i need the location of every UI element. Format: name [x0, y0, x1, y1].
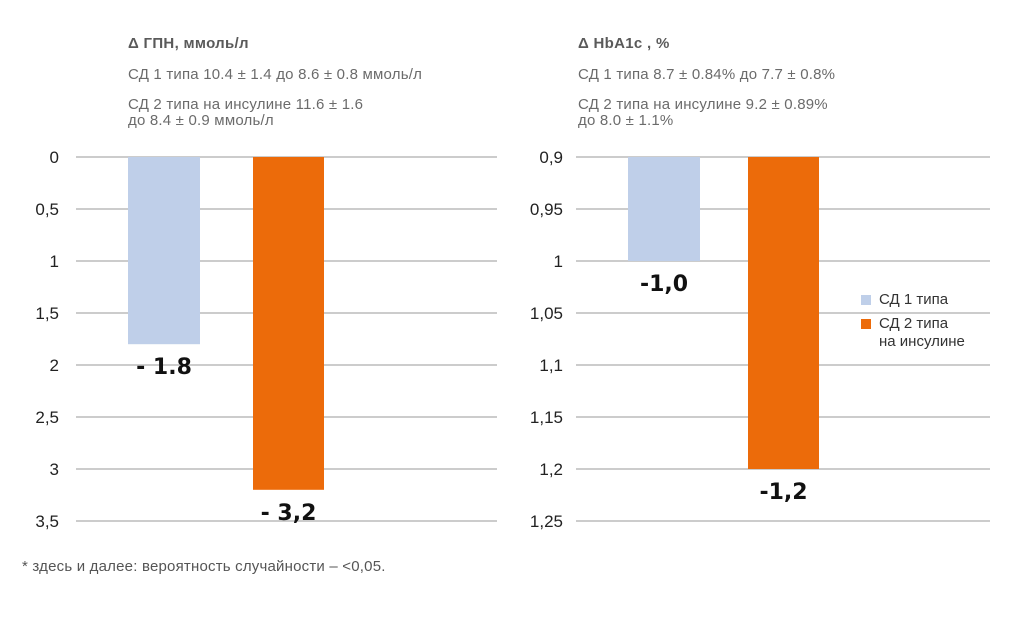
y-tick-label: 1,2	[539, 460, 563, 479]
legend-swatch	[861, 319, 871, 329]
y-tick-label: 1,1	[539, 356, 563, 375]
y-tick-label: 0	[50, 148, 59, 167]
bar	[128, 157, 200, 345]
chart-title: Δ HbA1c , %	[578, 35, 670, 52]
data-label: -1,2	[759, 480, 807, 505]
chart-subtitle-line: до 8.0 ± 1.1%	[578, 112, 674, 129]
bar	[253, 157, 324, 490]
chart-subtitle-line: СД 1 типа 8.7 ± 0.84% до 7.7 ± 0.8%	[578, 66, 836, 83]
data-label: -1,0	[640, 272, 688, 297]
y-tick-label: 2,5	[35, 408, 59, 427]
y-tick-label: 2	[50, 356, 59, 375]
y-tick-label: 1	[554, 252, 563, 271]
y-tick-label: 1,05	[530, 304, 563, 323]
y-tick-label: 0,9	[539, 148, 563, 167]
legend: СД 1 типа СД 2 типа на инсулине	[861, 291, 965, 357]
y-tick-label: 1,15	[530, 408, 563, 427]
data-label: - 3,2	[261, 501, 317, 526]
y-tick-label: 3	[50, 460, 59, 479]
bar-chart-hba1c: 0,9 0,95 1 1,05 1,1 1,15 1,2 1,25 -1,0 -1,2	[530, 148, 990, 531]
chart-subtitle-line: СД 1 типа 10.4 ± 1.4 до 8.6 ± 0.8 ммоль/…	[128, 66, 423, 83]
bar	[748, 157, 819, 469]
legend-item: СД 2 типа на инсулине	[861, 315, 965, 351]
chart-title: Δ ГПН, ммоль/л	[128, 35, 249, 52]
chart-panel-left: Δ ГПН, ммоль/л СД 1 типа 10.4 ± 1.4 до 8…	[0, 0, 512, 560]
y-tick-label: 0,95	[530, 200, 563, 219]
bar	[628, 157, 700, 261]
footnote: * здесь и далее: вероятность случайности…	[22, 558, 386, 575]
y-tick-label: 1,5	[35, 304, 59, 323]
y-tick-label: 0,5	[35, 200, 59, 219]
y-tick-label: 1,25	[530, 512, 563, 531]
y-tick-label: 3,5	[35, 512, 59, 531]
legend-item: СД 1 типа	[861, 291, 965, 309]
bar-chart-gpn: 0 0,5 1 1,5 2 2,5 3 3,5 - 1.8 - 3,2	[35, 148, 497, 531]
chart-subtitle-line: до 8.4 ± 0.9 ммоль/л	[128, 112, 274, 129]
chart-panel-right: Δ HbA1c , % СД 1 типа 8.7 ± 0.84% до 7.7…	[512, 0, 1024, 560]
legend-swatch	[861, 295, 871, 305]
chart-subtitle-line: СД 2 типа на инсулине 11.6 ± 1.6	[128, 96, 364, 113]
legend-label: СД 2 типа на инсулине	[879, 315, 965, 350]
data-label: - 1.8	[136, 355, 192, 380]
chart-subtitle-line: СД 2 типа на инсулине 9.2 ± 0.89%	[578, 96, 828, 113]
y-tick-label: 1	[50, 252, 59, 271]
legend-label: СД 1 типа	[879, 291, 949, 308]
